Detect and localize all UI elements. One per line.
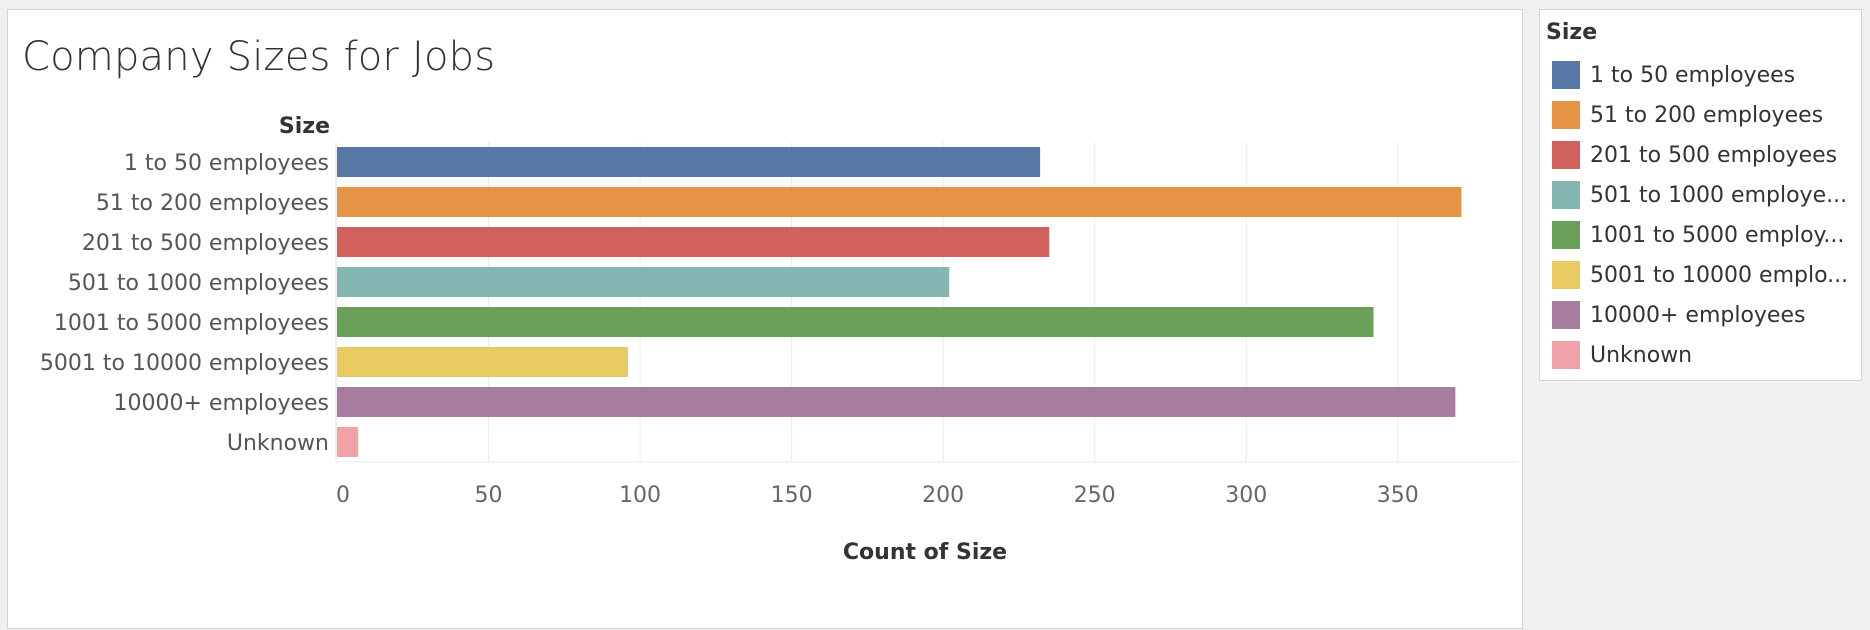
x-tick-label-300: 300: [1225, 483, 1267, 508]
category-label-2: 51 to 200 employees: [96, 191, 329, 216]
legend-item-2[interactable]: 51 to 200 employees: [1552, 100, 1857, 130]
category-label-5: 1001 to 5000 employees: [54, 311, 329, 336]
chart-title: Company Sizes for Jobs: [22, 34, 496, 80]
bar-1: [337, 147, 1041, 177]
legend-swatch: [1552, 341, 1580, 369]
category-label-3: 201 to 500 employees: [82, 231, 329, 256]
bar-3: [337, 227, 1050, 257]
legend-item-1[interactable]: 1 to 50 employees: [1552, 60, 1857, 90]
category-axis-label: Size: [279, 114, 330, 139]
x-tick-label-100: 100: [619, 483, 661, 508]
legend: Size 1 to 50 employees 51 to 200 employee…: [1539, 9, 1862, 381]
category-label-6: 5001 to 10000 employees: [40, 351, 329, 376]
legend-label: 1 to 50 employees: [1590, 62, 1796, 88]
x-axis-title: Count of Size: [843, 540, 1007, 565]
legend-label: 5001 to 10000 emplo...: [1590, 262, 1849, 288]
x-tick-label-150: 150: [771, 483, 813, 508]
legend-item-5[interactable]: 1001 to 5000 employ...: [1552, 220, 1857, 250]
category-label-4: 501 to 1000 employees: [68, 271, 329, 296]
bar-5: [337, 307, 1374, 337]
bar-6: [337, 347, 628, 377]
chart-panel: Company Sizes for Jobs Size 1 to 50 emplo…: [7, 9, 1523, 629]
legend-label: 1001 to 5000 employ...: [1590, 222, 1845, 248]
legend-swatch: [1552, 181, 1580, 209]
legend-item-4[interactable]: 501 to 1000 employe...: [1552, 180, 1857, 210]
legend-swatch: [1552, 221, 1580, 249]
x-tick-label-0: 0: [336, 483, 350, 508]
x-tick-label-200: 200: [922, 483, 964, 508]
legend-item-6[interactable]: 5001 to 10000 emplo...: [1552, 260, 1857, 290]
legend-item-8[interactable]: Unknown: [1552, 340, 1857, 370]
x-tick-label-250: 250: [1074, 483, 1116, 508]
legend-swatch: [1552, 141, 1580, 169]
bar-4: [337, 267, 950, 297]
legend-label: Unknown: [1590, 342, 1693, 368]
category-label-1: 1 to 50 employees: [124, 151, 329, 176]
legend-title: Size: [1546, 20, 1598, 45]
category-label-8: Unknown: [227, 431, 329, 456]
legend-swatch: [1552, 301, 1580, 329]
x-tick-label-50: 50: [475, 483, 503, 508]
legend-swatch: [1552, 101, 1580, 129]
x-tick-label-350: 350: [1377, 483, 1419, 508]
legend-label: 501 to 1000 employe...: [1590, 182, 1848, 208]
category-label-7: 10000+ employees: [114, 391, 329, 416]
legend-swatch: [1552, 61, 1580, 89]
bar-2: [337, 187, 1462, 217]
legend-item-7[interactable]: 10000+ employees: [1552, 300, 1857, 330]
bar-8: [337, 427, 359, 457]
bar-7: [337, 387, 1456, 417]
bar-chart: Size 1 to 50 employees 51 to 200 employees…: [40, 114, 1518, 565]
legend-label: 51 to 200 employees: [1590, 102, 1824, 128]
legend-label: 201 to 500 employees: [1590, 142, 1838, 168]
legend-swatch: [1552, 261, 1580, 289]
legend-item-3[interactable]: 201 to 500 employees: [1552, 140, 1857, 170]
legend-label: 10000+ employees: [1590, 302, 1806, 328]
